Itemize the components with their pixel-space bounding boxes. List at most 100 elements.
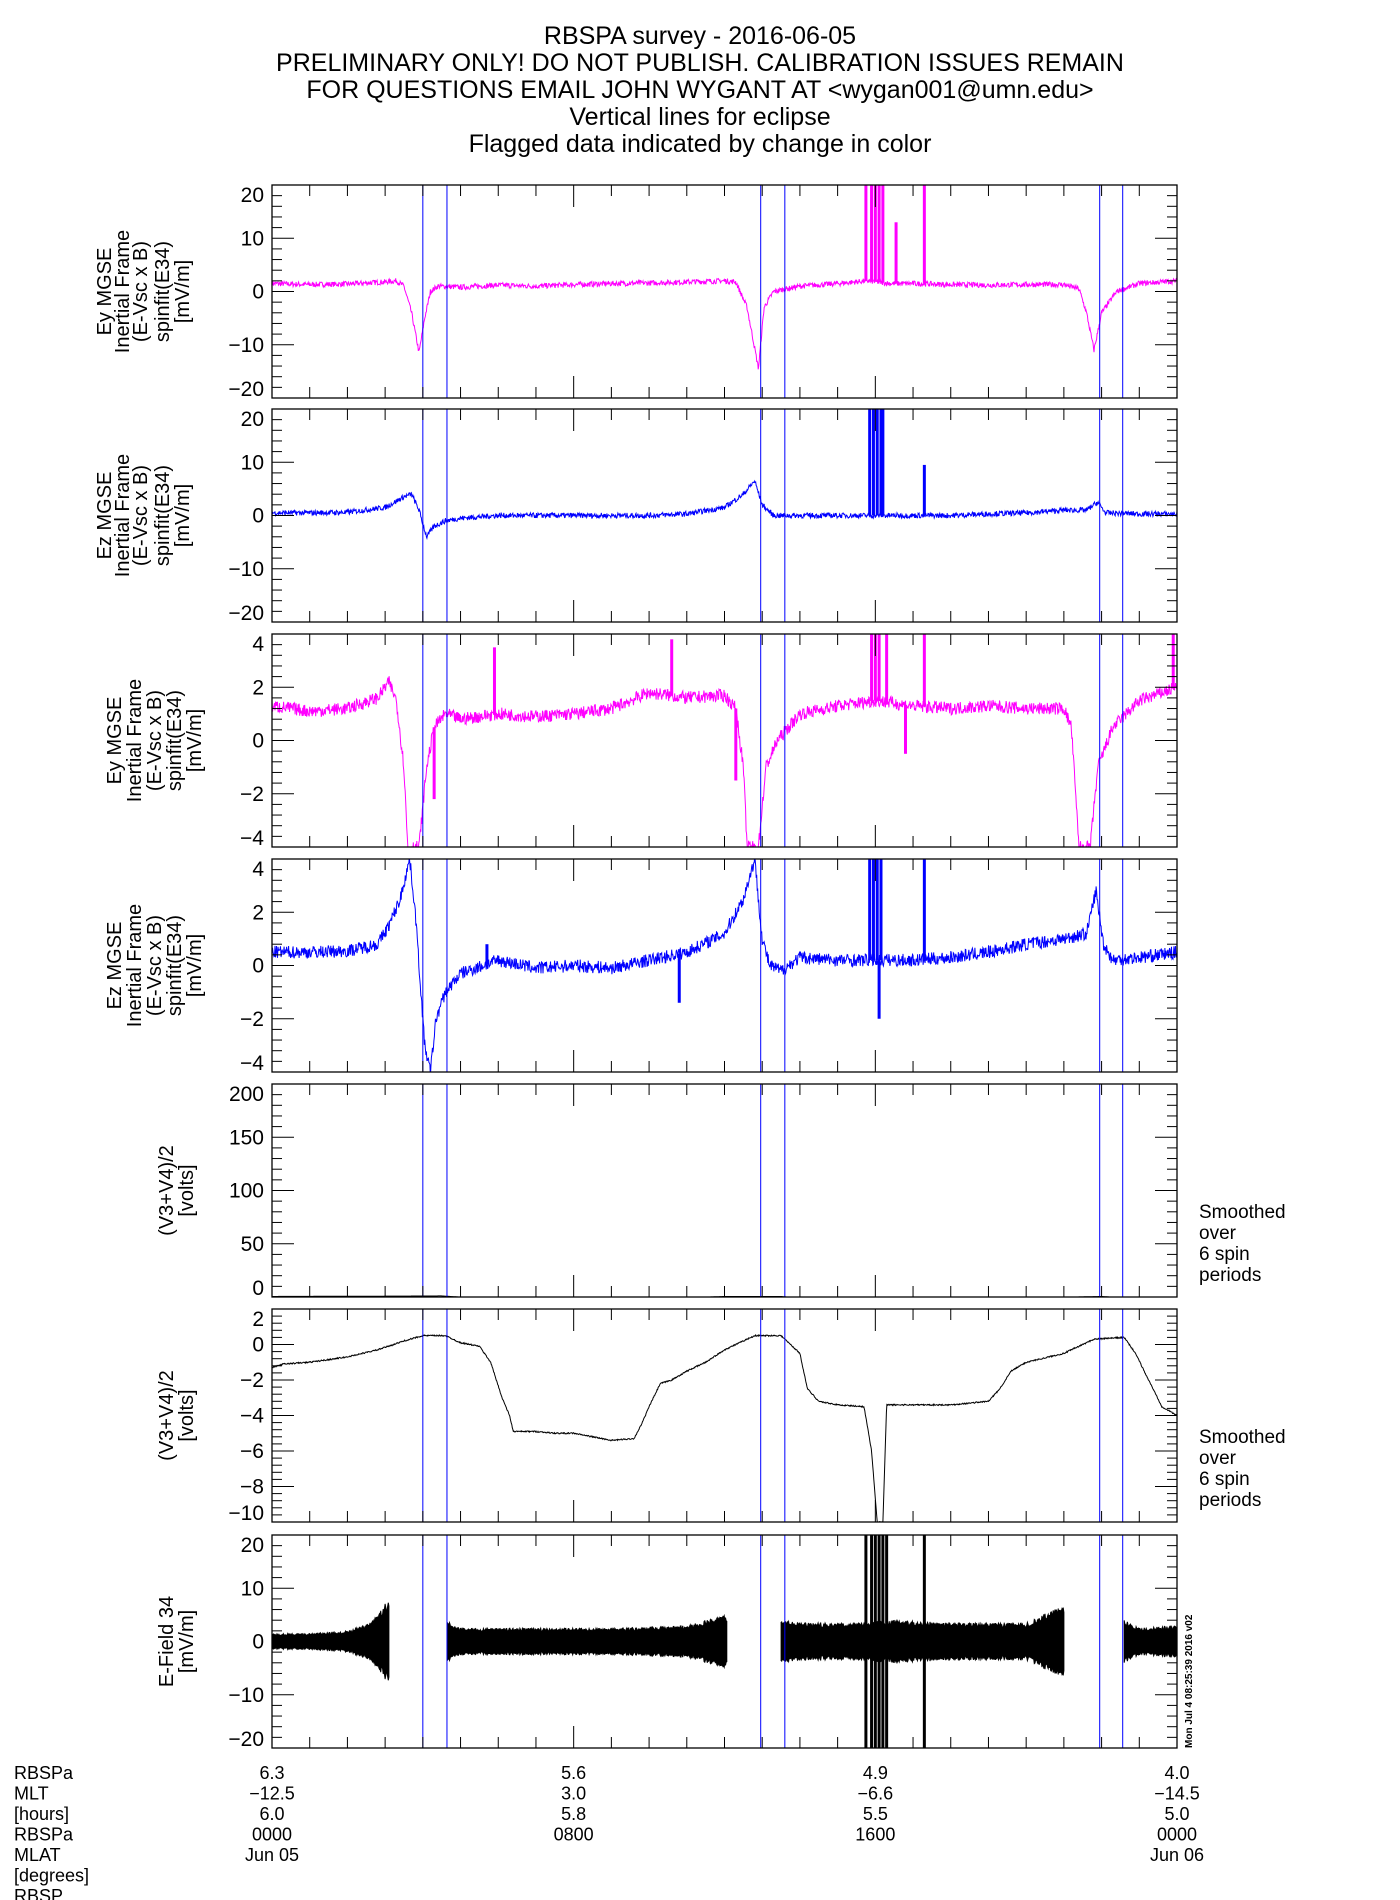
x-tick-label: Jun 06 [1150, 1845, 1204, 1865]
x-tick-label: 3.0 [561, 1784, 586, 1804]
panel-frame [271, 1083, 1178, 1298]
x-tick-label: 1600 [855, 1825, 895, 1845]
y-axis-label: E-Field 34 [156, 1596, 178, 1687]
y-axis-label: [mV/m] [172, 260, 194, 323]
y-tick-label: −2 [240, 1369, 264, 1392]
title-line: Flagged data indicated by change in colo… [469, 130, 932, 158]
y-axis-label: spinfit(E34) [164, 690, 186, 791]
x-tick-label: 5.5 [863, 1804, 888, 1824]
title-line: PRELIMINARY ONLY! DO NOT PUBLISH. CALIBR… [276, 49, 1124, 77]
y-tick-label: 0 [252, 955, 264, 978]
panel-5: 0 50 100 150 200 (V3+V4)/2[volts] Smoothedover… [156, 1083, 1286, 1300]
data-group [272, 1333, 1177, 1522]
y-tick-label: 0 [252, 281, 264, 304]
y-tick-label: −10 [228, 1502, 264, 1525]
y-axis-label: Ez MGSE [104, 922, 126, 1010]
y-tick-label: −4 [240, 827, 264, 850]
smoothing-note: over [1199, 1448, 1237, 1469]
x-tick-label: 5.0 [1164, 1804, 1189, 1824]
series-line [272, 277, 1177, 370]
y-tick-label: 10 [241, 227, 264, 250]
y-axis-label: (V3+V4)/2 [156, 1145, 178, 1236]
x-label-row-title: [hours] [14, 1804, 69, 1824]
y-tick-label: 2 [252, 901, 264, 924]
y-tick-label: −20 [228, 602, 264, 625]
y-tick-label: −10 [228, 1684, 264, 1707]
y-tick-label: 2 [252, 676, 264, 699]
x-tick-label: Jun 05 [245, 1845, 299, 1865]
y-tick-label: −4 [240, 1405, 264, 1428]
y-axis-label: [volts] [176, 1389, 198, 1441]
series-line [272, 676, 1177, 847]
y-axis-label: Ez MGSE [94, 472, 116, 560]
y-axis-label: Ey MGSE [104, 697, 126, 785]
y-axis-label: spinfit(E34) [152, 465, 174, 566]
y-tick-label: 50 [241, 1233, 264, 1256]
smoothing-note: periods [1199, 1490, 1261, 1511]
y-axis-label: spinfit(E34) [164, 915, 186, 1016]
smoothing-note: 6 spin [1199, 1244, 1250, 1265]
panel-6: −10 −8 −6 −4 −2 0 2 (V3+V4)/2[volts] Smoothedove… [156, 1308, 1286, 1525]
timestamp: Mon Jul 4 08:25:39 2016 v02 [1184, 1614, 1195, 1748]
x-label-row-title: RBSPa [14, 1763, 74, 1783]
title-line: FOR QUESTIONS EMAIL JOHN WYGANT AT <wyga… [306, 76, 1093, 104]
y-tick-label: −2 [240, 783, 264, 806]
x-label-row-title: MLT [14, 1784, 49, 1804]
x-tick-label: −12.5 [249, 1784, 295, 1804]
data-group [272, 1535, 1177, 1748]
y-axis-label: (E-Vsc x B) [144, 690, 166, 791]
y-axis-label: Inertial Frame [112, 230, 134, 353]
y-tick-label: 2 [252, 1308, 264, 1331]
y-axis-label: (E-Vsc x B) [130, 465, 152, 566]
series-line [272, 1333, 1177, 1522]
x-tick-label: 0800 [554, 1825, 594, 1845]
y-tick-label: 0 [252, 1277, 264, 1300]
y-tick-label: 4 [252, 633, 264, 656]
envelope-band [1123, 1620, 1177, 1663]
title-line: Vertical lines for eclipse [569, 103, 830, 131]
y-tick-label: −20 [228, 378, 264, 401]
y-tick-label: 0 [252, 1631, 264, 1654]
smoothing-note: Smoothed [1199, 1202, 1286, 1223]
smoothing-note: Smoothed [1199, 1427, 1286, 1448]
x-tick-label: 0000 [252, 1825, 292, 1845]
panel-frame [271, 184, 1178, 399]
data-group [272, 409, 1177, 540]
y-tick-label: 20 [241, 184, 264, 207]
x-axis-labels: RBSPaMLT[hours]RBSPaMLAT[degrees]RBSP6.3… [14, 1763, 1204, 1900]
panel-frame [271, 408, 1178, 623]
data-group [272, 185, 1177, 370]
y-tick-label: −6 [240, 1440, 264, 1463]
y-tick-label: 200 [229, 1083, 264, 1106]
y-axis-label: [mV/m] [184, 934, 206, 997]
y-axis-label: (E-Vsc x B) [130, 241, 152, 342]
x-tick-label: 5.8 [561, 1804, 586, 1824]
y-tick-label: 0 [252, 1334, 264, 1357]
y-axis-label: [mV/m] [176, 1610, 198, 1673]
y-axis-label: [mV/m] [184, 709, 206, 772]
y-tick-label: −8 [240, 1476, 264, 1499]
envelope-band [780, 1607, 1065, 1676]
y-tick-label: 150 [229, 1126, 264, 1149]
y-axis-label: Inertial Frame [124, 904, 146, 1027]
panel-frame [271, 1308, 1178, 1523]
y-axis-label: Inertial Frame [124, 679, 146, 802]
y-tick-label: 100 [229, 1180, 264, 1203]
y-axis-label: (V3+V4)/2 [156, 1370, 178, 1461]
y-tick-label: 0 [252, 730, 264, 753]
x-tick-label: 5.6 [561, 1763, 586, 1783]
y-tick-label: −2 [240, 1008, 264, 1031]
y-tick-label: 20 [241, 1534, 264, 1557]
x-tick-label: −14.5 [1154, 1784, 1200, 1804]
y-tick-label: 10 [241, 451, 264, 474]
smoothing-note: over [1199, 1223, 1237, 1244]
y-axis-label: Ey MGSE [94, 248, 116, 336]
y-axis-label: spinfit(E34) [152, 241, 174, 342]
